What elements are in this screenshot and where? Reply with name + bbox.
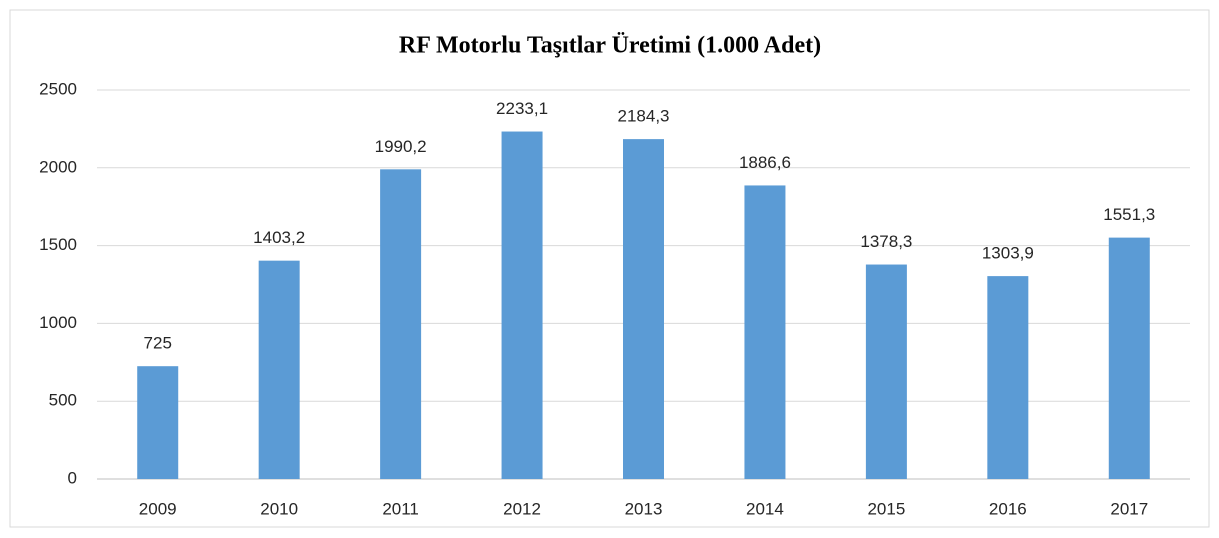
- y-tick-label: 500: [49, 391, 77, 410]
- data-label: 1990,2: [375, 137, 427, 156]
- data-label: 1403,2: [253, 228, 305, 247]
- bar: [744, 185, 786, 479]
- bar: [258, 260, 300, 479]
- x-tick-label: 2014: [746, 499, 784, 518]
- chart-frame: [9, 9, 1210, 528]
- x-tick-label: 2010: [260, 499, 298, 518]
- chart-title: RF Motorlu Taşıtlar Üretimi (1.000 Adet): [399, 33, 821, 59]
- data-label: 1378,3: [860, 232, 912, 251]
- data-label: 2233,1: [496, 99, 548, 118]
- bar: [1108, 237, 1150, 479]
- y-tick-label: 0: [68, 468, 77, 487]
- x-tick-label: 2012: [503, 499, 541, 518]
- y-tick-label: 2000: [39, 157, 77, 176]
- x-tick-label: 2013: [625, 499, 663, 518]
- x-tick-label: 2016: [989, 499, 1027, 518]
- data-label: 1551,3: [1103, 205, 1155, 224]
- data-label: 2184,3: [618, 107, 670, 126]
- bar: [380, 169, 422, 479]
- y-tick-label: 2500: [39, 79, 77, 98]
- bar: [137, 366, 179, 479]
- x-tick-label: 2017: [1110, 499, 1148, 518]
- bar: [987, 276, 1029, 479]
- data-label: 725: [144, 334, 172, 353]
- y-tick-label: 1500: [39, 235, 77, 254]
- data-label: 1886,6: [739, 153, 791, 172]
- y-tick-label: 1000: [39, 313, 77, 332]
- x-tick-label: 2009: [139, 499, 177, 518]
- data-label: 1303,9: [982, 244, 1034, 263]
- bar: [623, 139, 664, 479]
- bar: [865, 264, 907, 479]
- x-tick-label: 2011: [382, 499, 419, 518]
- x-tick-label: 2015: [867, 499, 905, 518]
- bar: [501, 131, 543, 479]
